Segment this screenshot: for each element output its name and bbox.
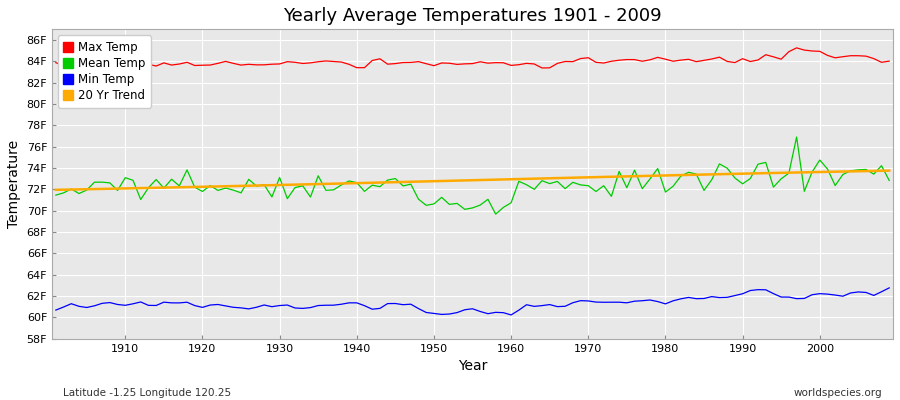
Text: worldspecies.org: worldspecies.org [794,388,882,398]
Legend: Max Temp, Mean Temp, Min Temp, 20 Yr Trend: Max Temp, Mean Temp, Min Temp, 20 Yr Tre… [58,35,151,108]
Title: Yearly Average Temperatures 1901 - 2009: Yearly Average Temperatures 1901 - 2009 [284,7,662,25]
Text: Latitude -1.25 Longitude 120.25: Latitude -1.25 Longitude 120.25 [63,388,231,398]
Y-axis label: Temperature: Temperature [7,140,21,228]
X-axis label: Year: Year [458,359,487,373]
